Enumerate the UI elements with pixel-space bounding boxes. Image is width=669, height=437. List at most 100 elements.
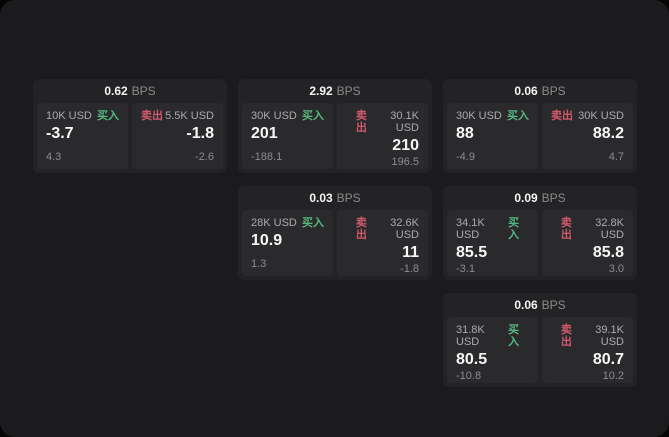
- sell-action-label: 卖出: [141, 110, 163, 122]
- bps-header: 0.06 BPS: [443, 293, 637, 317]
- buy-action-label: 买入: [302, 110, 324, 122]
- quote-card: 0.06 BPS 31.8K USD 买入 80.5 -10.8 卖出 39.1…: [443, 293, 637, 387]
- sell-price: -1.8: [186, 125, 214, 143]
- sell-delta: -1.8: [400, 262, 419, 275]
- buy-action-label: 买入: [508, 217, 520, 242]
- buy-delta: -188.1: [251, 150, 283, 163]
- buy-action-label: 买入: [508, 324, 520, 349]
- sell-delta: 196.5: [391, 155, 419, 168]
- buy-action-label: 买入: [302, 217, 324, 229]
- buy-panel-top: 10K USD 买入: [46, 110, 119, 122]
- sell-price: 210: [392, 137, 419, 155]
- bps-value: 0.62: [104, 84, 128, 98]
- buy-price: 85.5: [456, 244, 488, 262]
- bps-unit-label: BPS: [541, 298, 566, 312]
- sell-panel-top: 卖出 30K USD: [551, 110, 624, 122]
- sell-delta: 10.2: [602, 369, 624, 382]
- card-body: 10K USD 买入 -3.7 4.3 卖出 5.5K USD -1.8 -2.…: [33, 103, 227, 173]
- buy-panel-top: 30K USD 买入: [251, 110, 324, 122]
- buy-size-label: 30K USD: [456, 110, 502, 122]
- buy-delta: 4.3: [46, 150, 62, 163]
- buy-action-label: 买入: [97, 110, 119, 122]
- buy-size-label: 28K USD: [251, 217, 297, 229]
- quote-card: 0.09 BPS 34.1K USD 买入 85.5 -3.1 卖出 32.8K…: [443, 186, 637, 280]
- quote-card: 0.62 BPS 10K USD 买入 -3.7 4.3 卖出 5.5K USD: [33, 79, 227, 173]
- buy-panel[interactable]: 28K USD 买入 10.9 1.3: [242, 210, 333, 276]
- sell-action-label: 卖出: [560, 324, 572, 349]
- bps-unit-label: BPS: [541, 191, 566, 205]
- sell-delta: 3.0: [608, 262, 624, 275]
- buy-price: 201: [251, 125, 278, 143]
- bps-value: 0.06: [514, 84, 538, 98]
- buy-panel-top: 28K USD 买入: [251, 217, 324, 229]
- card-body: 28K USD 买入 10.9 1.3 卖出 32.6K USD 11 -1.8: [238, 210, 432, 280]
- buy-price: 88: [456, 125, 474, 143]
- buy-delta: -10.8: [456, 369, 482, 382]
- bps-header: 0.09 BPS: [443, 186, 637, 210]
- sell-delta: 4.7: [608, 150, 624, 163]
- buy-size-label: 34.1K USD: [456, 217, 485, 242]
- sell-size-label: 30K USD: [578, 110, 624, 122]
- bps-value: 2.92: [309, 84, 333, 98]
- sell-action-label: 卖出: [355, 217, 367, 242]
- bps-value: 0.06: [514, 298, 538, 312]
- card-body: 34.1K USD 买入 85.5 -3.1 卖出 32.8K USD 85.8…: [443, 210, 637, 280]
- buy-delta: 1.3: [251, 257, 267, 270]
- buy-panel[interactable]: 30K USD 买入 201 -188.1: [242, 103, 333, 169]
- sell-panel[interactable]: 卖出 39.1K USD 80.7 10.2: [542, 317, 633, 383]
- card-body: 30K USD 买入 201 -188.1 卖出 30.1K USD 210 1…: [238, 103, 432, 173]
- sell-panel[interactable]: 卖出 5.5K USD -1.8 -2.6: [132, 103, 223, 169]
- sell-price: 80.7: [592, 351, 624, 369]
- sell-action-label: 卖出: [355, 110, 367, 135]
- bps-unit-label: BPS: [336, 191, 361, 205]
- bps-value: 0.03: [309, 191, 333, 205]
- buy-panel-top: 30K USD 买入: [456, 110, 529, 122]
- sell-panel[interactable]: 卖出 32.8K USD 85.8 3.0: [542, 210, 633, 276]
- bps-unit-label: BPS: [131, 84, 156, 98]
- sell-size-label: 5.5K USD: [165, 110, 214, 122]
- sell-panel-top: 卖出 39.1K USD: [551, 324, 624, 348]
- card-body: 31.8K USD 买入 80.5 -10.8 卖出 39.1K USD 80.…: [443, 317, 637, 387]
- quote-card: 2.92 BPS 30K USD 买入 201 -188.1 卖出 30.1K …: [238, 79, 432, 173]
- sell-panel-top: 卖出 5.5K USD: [141, 110, 214, 122]
- buy-panel[interactable]: 30K USD 买入 88 -4.9: [447, 103, 538, 169]
- buy-price: 80.5: [456, 351, 488, 369]
- buy-panel-top: 31.8K USD 买入: [456, 324, 529, 348]
- buy-size-label: 31.8K USD: [456, 324, 485, 349]
- sell-panel[interactable]: 卖出 32.6K USD 11 -1.8: [337, 210, 428, 276]
- sell-panel[interactable]: 卖出 30.1K USD 210 196.5: [337, 103, 428, 169]
- buy-action-label: 买入: [507, 110, 529, 122]
- bps-header: 0.62 BPS: [33, 79, 227, 103]
- buy-size-label: 10K USD: [46, 110, 92, 122]
- bps-header: 0.03 BPS: [238, 186, 432, 210]
- bps-header: 0.06 BPS: [443, 79, 637, 103]
- sell-price: 11: [402, 244, 419, 262]
- buy-delta: -3.1: [456, 262, 475, 275]
- quote-card: 0.06 BPS 30K USD 买入 88 -4.9 卖出 30K USD: [443, 79, 637, 173]
- quote-card: 0.03 BPS 28K USD 买入 10.9 1.3 卖出 32.6K US…: [238, 186, 432, 280]
- bps-header: 2.92 BPS: [238, 79, 432, 103]
- buy-price: 10.9: [251, 232, 283, 250]
- sell-price: 88.2: [592, 125, 624, 143]
- buy-size-label: 30K USD: [251, 110, 297, 122]
- sell-panel-top: 卖出 32.8K USD: [551, 217, 624, 241]
- buy-delta: -4.9: [456, 150, 475, 163]
- buy-panel[interactable]: 31.8K USD 买入 80.5 -10.8: [447, 317, 538, 383]
- quote-grid: 0.62 BPS 10K USD 买入 -3.7 4.3 卖出 5.5K USD: [33, 79, 637, 387]
- buy-panel[interactable]: 10K USD 买入 -3.7 4.3: [37, 103, 128, 169]
- sell-panel[interactable]: 卖出 30K USD 88.2 4.7: [542, 103, 633, 169]
- sell-size-label: 30.1K USD: [390, 110, 419, 135]
- sell-action-label: 卖出: [551, 110, 573, 122]
- sell-size-label: 32.8K USD: [595, 217, 624, 242]
- bps-unit-label: BPS: [336, 84, 361, 98]
- buy-panel-top: 34.1K USD 买入: [456, 217, 529, 241]
- sell-action-label: 卖出: [560, 217, 572, 242]
- buy-panel[interactable]: 34.1K USD 买入 85.5 -3.1: [447, 210, 538, 276]
- sell-panel-top: 卖出 32.6K USD: [346, 217, 419, 241]
- buy-price: -3.7: [46, 125, 74, 143]
- sell-size-label: 39.1K USD: [595, 324, 624, 349]
- sell-delta: -2.6: [195, 150, 214, 163]
- sell-panel-top: 卖出 30.1K USD: [346, 110, 419, 134]
- card-body: 30K USD 买入 88 -4.9 卖出 30K USD 88.2 4.7: [443, 103, 637, 173]
